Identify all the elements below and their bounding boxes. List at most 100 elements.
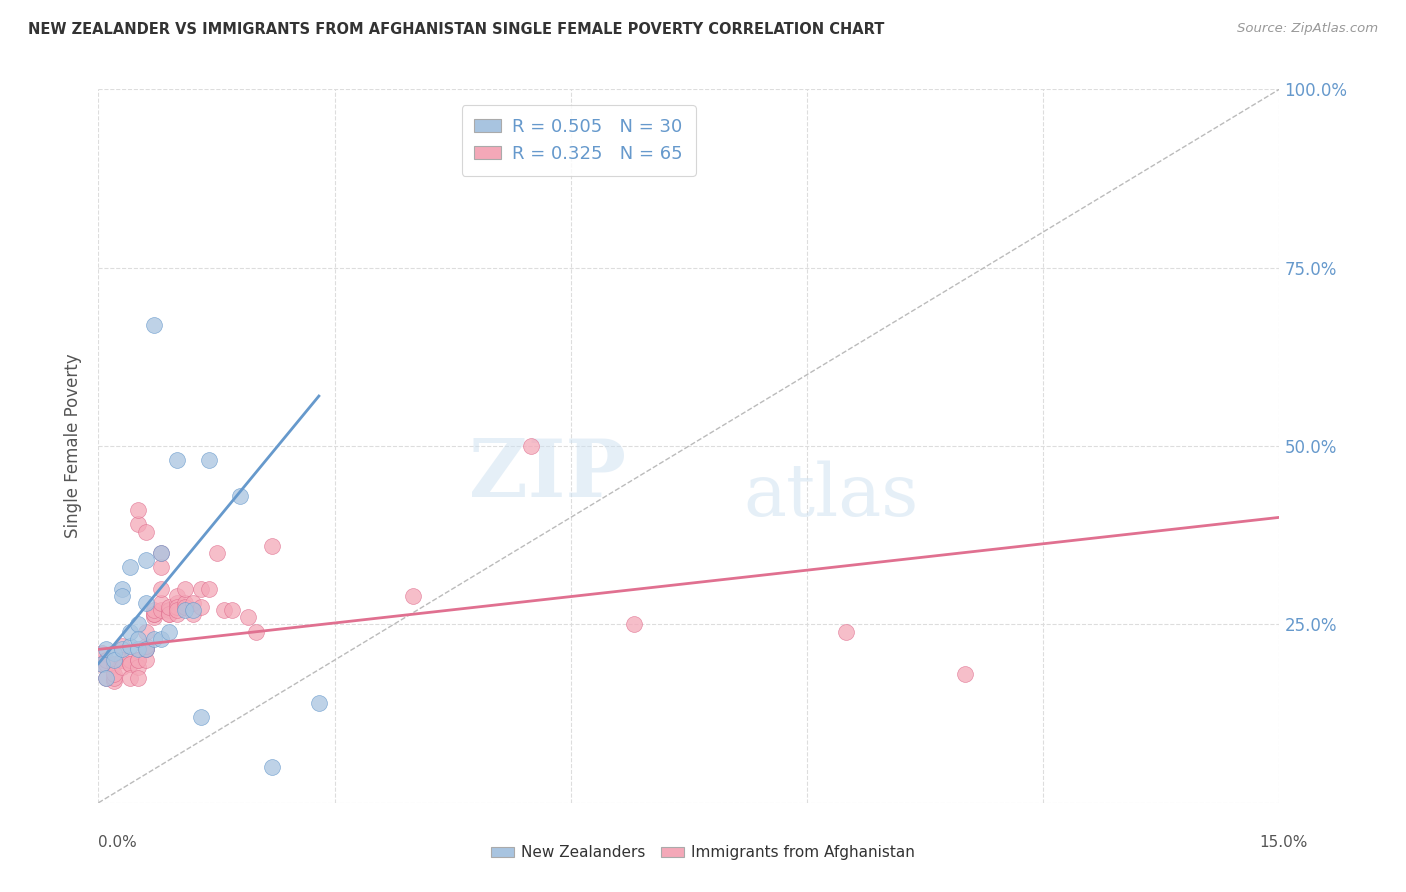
Point <box>150 603 173 617</box>
Point <box>118 639 141 653</box>
Point <box>181 603 204 617</box>
Point <box>190 710 212 724</box>
Text: 0.0%: 0.0% <box>98 836 138 850</box>
Point <box>236 610 259 624</box>
Point <box>91 657 114 671</box>
Point <box>260 760 283 774</box>
Text: NEW ZEALANDER VS IMMIGRANTS FROM AFGHANISTAN SINGLE FEMALE POVERTY CORRELATION C: NEW ZEALANDER VS IMMIGRANTS FROM AFGHANI… <box>28 22 884 37</box>
Point <box>111 582 134 596</box>
Point <box>111 653 134 667</box>
Point <box>402 589 425 603</box>
Point <box>157 599 180 614</box>
Point <box>111 589 134 603</box>
Text: Source: ZipAtlas.com: Source: ZipAtlas.com <box>1237 22 1378 36</box>
Point <box>103 657 125 671</box>
Point <box>150 546 173 560</box>
Point <box>127 660 149 674</box>
Point <box>127 671 149 685</box>
Point <box>142 318 165 332</box>
Legend: R = 0.505   N = 30, R = 0.325   N = 65: R = 0.505 N = 30, R = 0.325 N = 65 <box>461 105 696 176</box>
Point <box>214 603 236 617</box>
Point <box>150 632 173 646</box>
Point <box>623 617 645 632</box>
Point <box>127 632 149 646</box>
Point <box>118 560 141 574</box>
Point <box>96 671 118 685</box>
Point <box>245 624 267 639</box>
Text: ZIP: ZIP <box>468 435 626 514</box>
Point <box>111 660 134 674</box>
Point <box>205 546 228 560</box>
Point <box>96 642 118 657</box>
Point <box>174 599 197 614</box>
Point <box>96 657 118 671</box>
Point <box>150 582 173 596</box>
Point <box>127 653 149 667</box>
Point <box>103 671 125 685</box>
Legend: New Zealanders, Immigrants from Afghanistan: New Zealanders, Immigrants from Afghanis… <box>485 839 921 866</box>
Point <box>103 674 125 689</box>
Point <box>142 607 165 621</box>
Point <box>835 624 858 639</box>
Point <box>157 607 180 621</box>
Point <box>157 624 180 639</box>
Point <box>150 546 173 560</box>
Point <box>142 607 165 621</box>
Point <box>150 560 173 574</box>
Point <box>96 671 118 685</box>
Point <box>91 646 114 660</box>
Point <box>166 603 188 617</box>
Point <box>135 653 157 667</box>
Point <box>127 503 149 517</box>
Point <box>135 642 157 657</box>
Point <box>142 632 165 646</box>
Point <box>157 607 180 621</box>
Point <box>308 696 330 710</box>
Point <box>127 617 149 632</box>
Point <box>166 599 188 614</box>
Point <box>181 596 204 610</box>
Point <box>118 624 141 639</box>
Point <box>166 453 188 467</box>
Point <box>174 596 197 610</box>
Point <box>229 489 252 503</box>
Point <box>135 639 157 653</box>
Point <box>221 603 243 617</box>
Point <box>111 639 134 653</box>
Point <box>157 603 180 617</box>
Point <box>96 653 118 667</box>
Point <box>118 653 141 667</box>
Y-axis label: Single Female Poverty: Single Female Poverty <box>65 354 83 538</box>
Point <box>103 667 125 681</box>
Point <box>127 642 149 657</box>
Point <box>174 582 197 596</box>
Point <box>181 607 204 621</box>
Point <box>127 517 149 532</box>
Point <box>953 667 976 681</box>
Point <box>118 657 141 671</box>
Point <box>520 439 543 453</box>
Point <box>118 671 141 685</box>
Point <box>142 610 165 624</box>
Point <box>260 539 283 553</box>
Point <box>127 653 149 667</box>
Point <box>197 582 219 596</box>
Point <box>166 589 188 603</box>
Point <box>103 653 125 667</box>
Point <box>166 596 188 610</box>
Point <box>190 582 212 596</box>
Point <box>111 642 134 657</box>
Text: 15.0%: 15.0% <box>1260 836 1308 850</box>
Point <box>135 596 157 610</box>
Point <box>135 553 157 567</box>
Point <box>135 642 157 657</box>
Point <box>142 603 165 617</box>
Point <box>135 624 157 639</box>
Point <box>166 607 188 621</box>
Point <box>135 642 157 657</box>
Point <box>150 596 173 610</box>
Point <box>118 657 141 671</box>
Point <box>174 603 197 617</box>
Point <box>103 646 125 660</box>
Text: atlas: atlas <box>742 460 918 532</box>
